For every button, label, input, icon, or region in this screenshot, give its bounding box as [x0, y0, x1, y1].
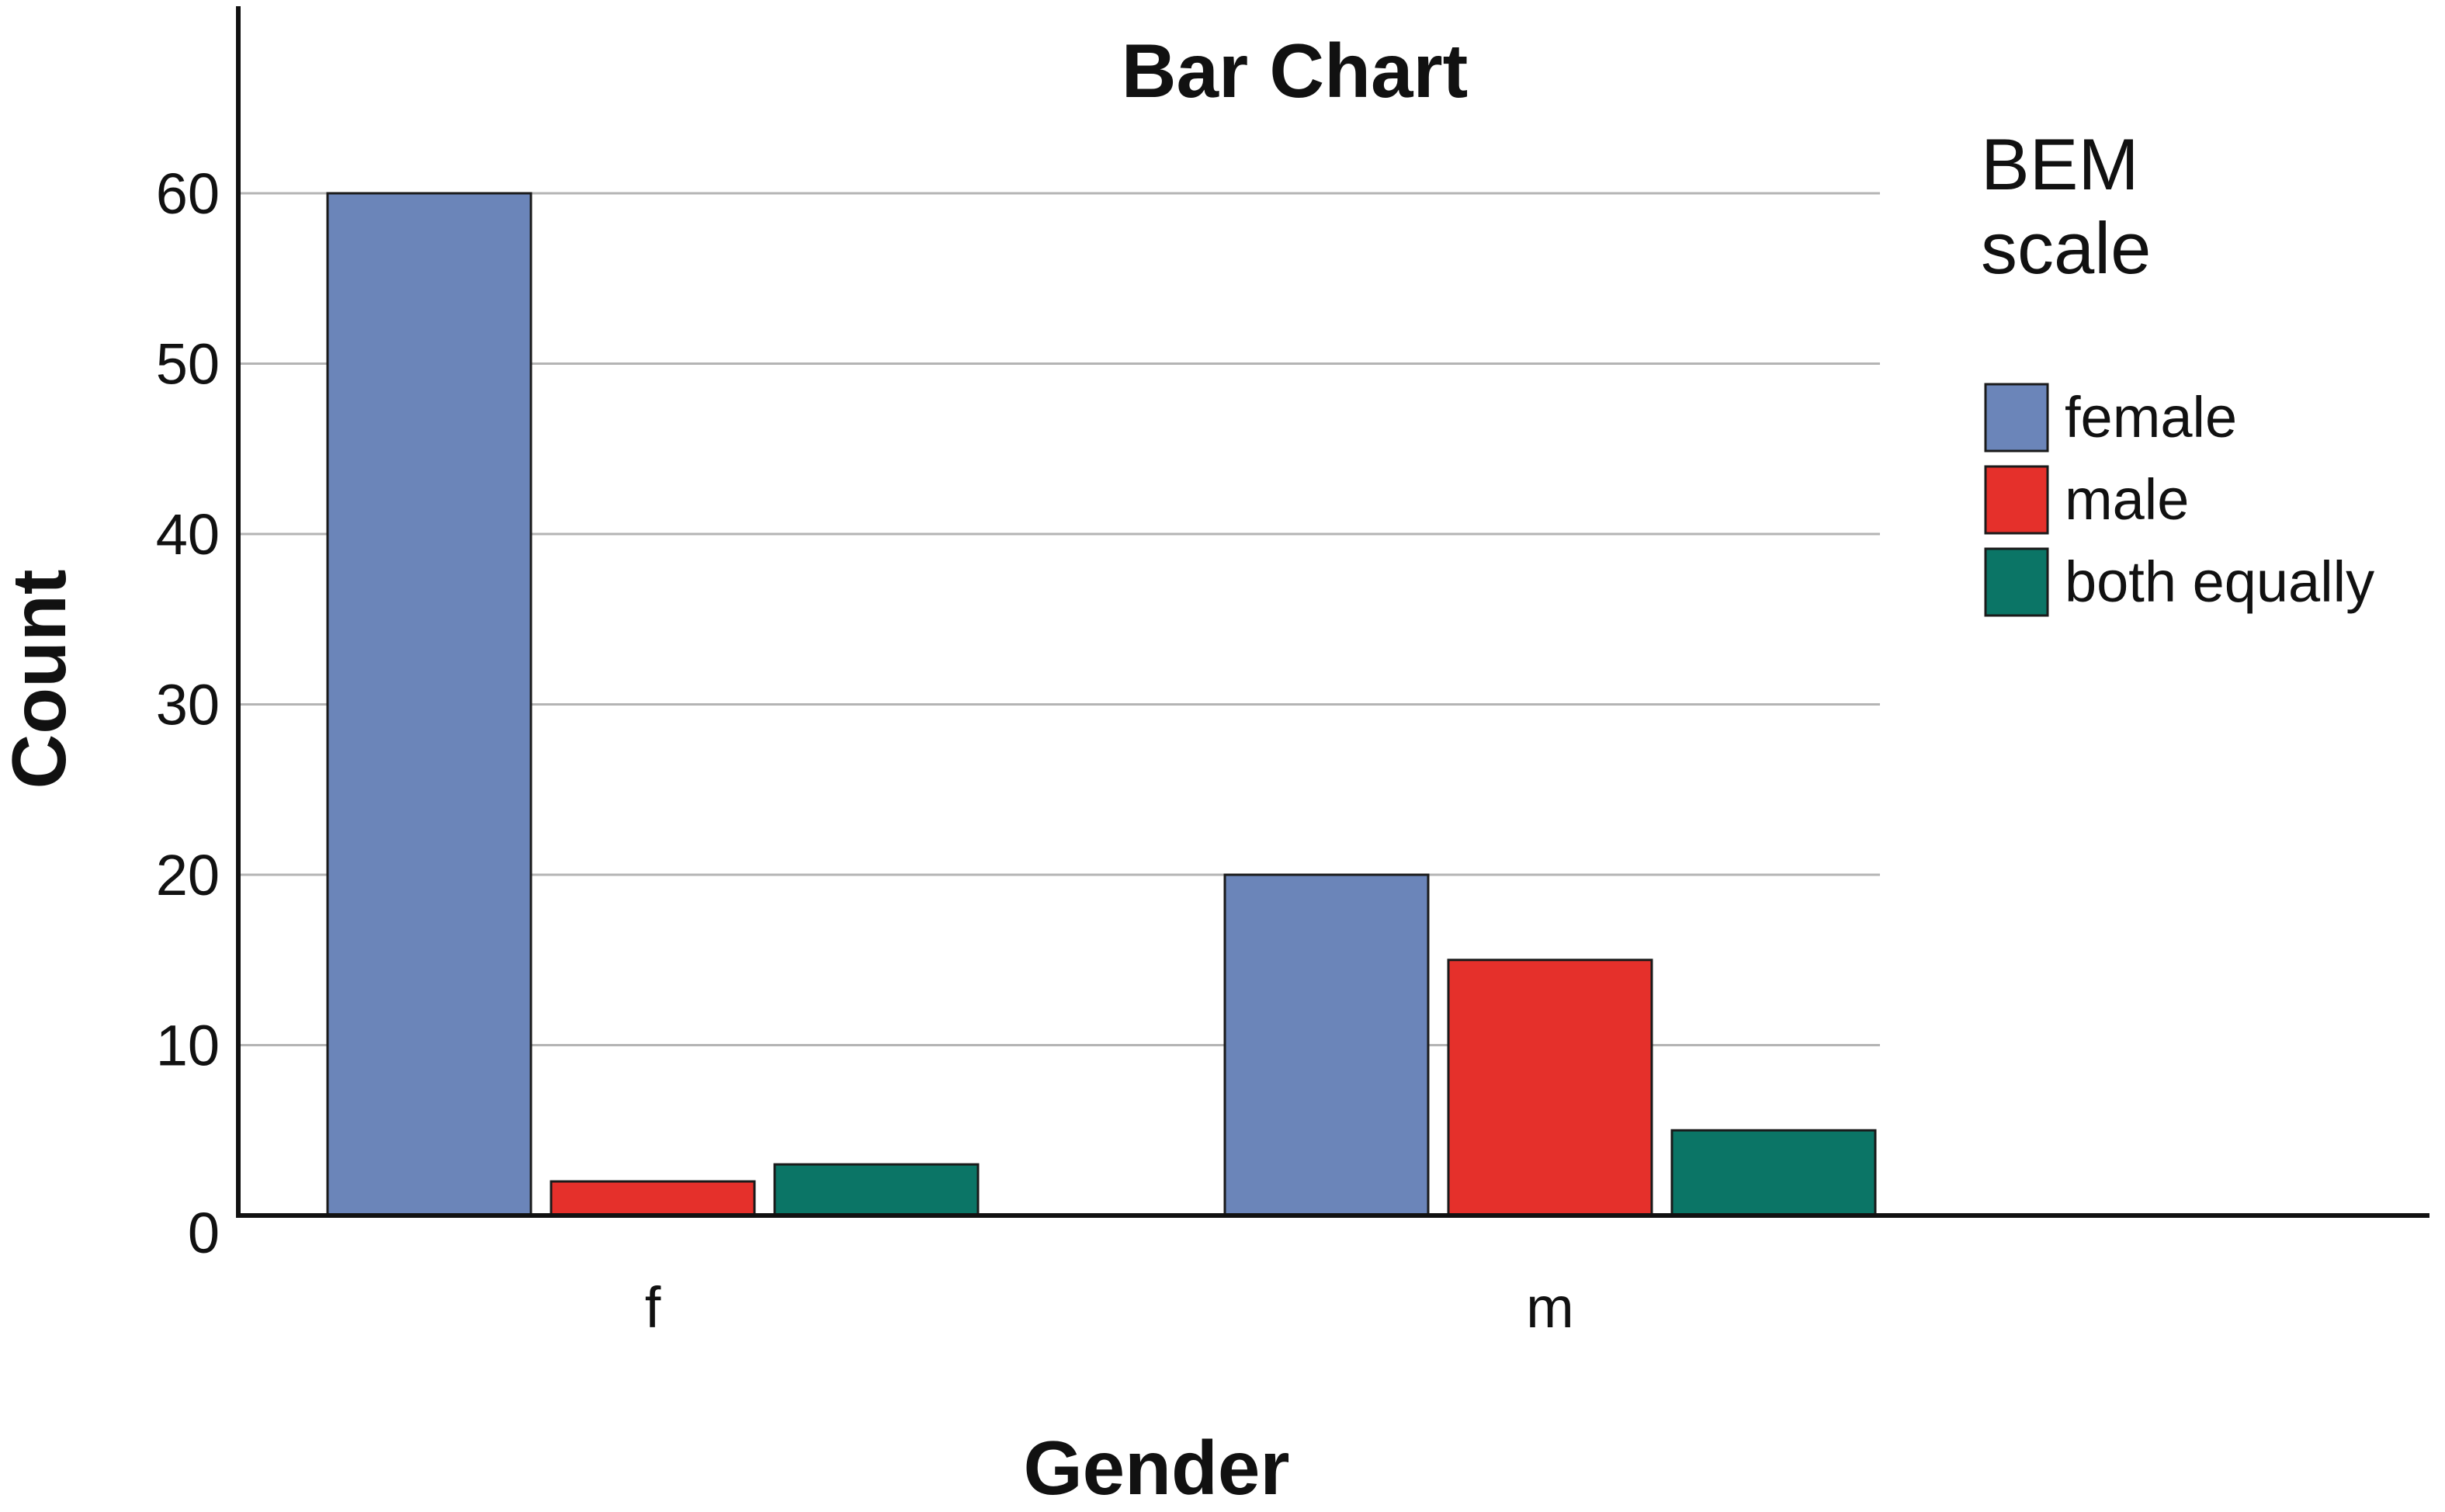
- chart-title: Bar Chart: [1122, 28, 1469, 113]
- legend-label-both-equally: both equally: [2065, 550, 2374, 614]
- bar-male-m: [1447, 959, 1653, 1217]
- legend: BEM scale female male both equally: [1981, 123, 2374, 617]
- legend-label-female: female: [2065, 385, 2237, 449]
- x-tick-label: f: [645, 1275, 661, 1340]
- x-tick-label: m: [1526, 1275, 1574, 1340]
- bars: [326, 192, 1877, 1217]
- legend-swatch-both-equally: [1984, 547, 2049, 617]
- y-tick-labels: 0 10 20 30 40 50 60: [156, 161, 220, 1265]
- bar-female-f: [326, 192, 532, 1217]
- y-tick-label: 30: [156, 673, 220, 737]
- y-tick-label: 10: [156, 1014, 220, 1078]
- axes: [236, 6, 2429, 1218]
- legend-swatch-male: [1984, 465, 2049, 535]
- legend-title-line-1: BEM: [1981, 123, 2139, 205]
- y-tick-label: 40: [156, 502, 220, 567]
- y-tick-label: 60: [156, 161, 220, 226]
- legend-label-male: male: [2065, 467, 2189, 532]
- y-tick-label: 20: [156, 843, 220, 907]
- y-tick-label: 0: [188, 1201, 220, 1265]
- y-tick-label: 50: [156, 332, 220, 397]
- x-axis-title: Gender: [1023, 1425, 1289, 1510]
- bar-both-equally-m: [1670, 1129, 1877, 1217]
- bar-both-equally-f: [773, 1163, 980, 1217]
- legend-swatch-female: [1984, 383, 2049, 453]
- legend-items: female male both equally: [1984, 383, 2374, 617]
- bar-male-f: [550, 1180, 756, 1217]
- legend-title-line-2: scale: [1981, 207, 2151, 289]
- bar-female-m: [1223, 873, 1430, 1217]
- y-axis-title: Count: [0, 570, 82, 789]
